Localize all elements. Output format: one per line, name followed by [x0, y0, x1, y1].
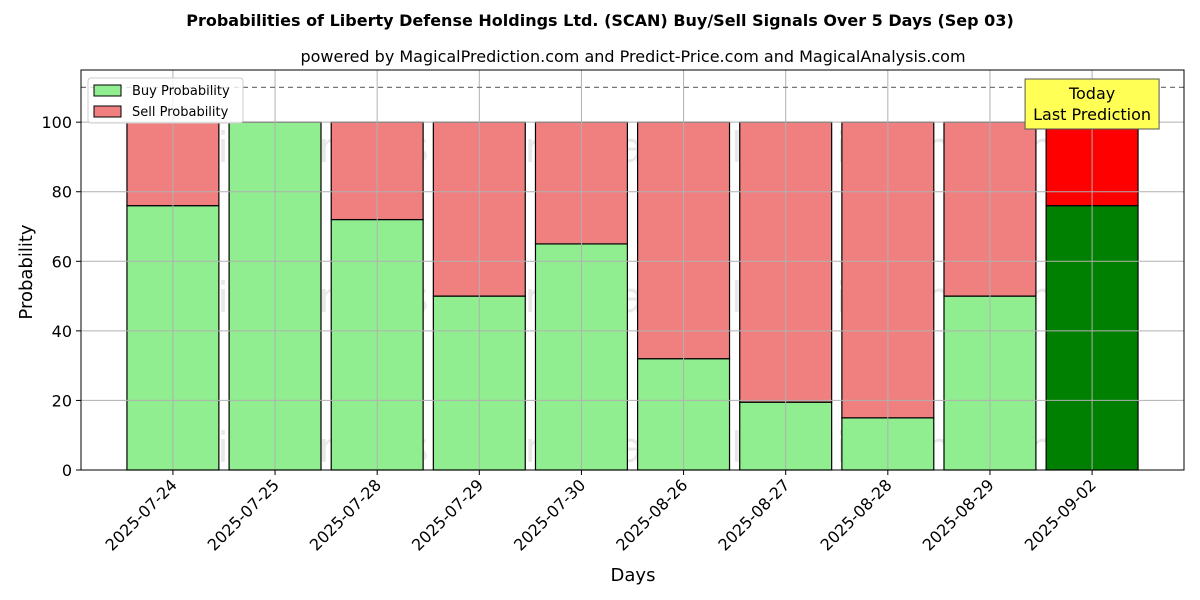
- annotation: Today Last Prediction: [1024, 78, 1160, 130]
- x-tick-label: 2025-07-29: [408, 475, 487, 554]
- x-tick-label: 2025-08-28: [816, 475, 895, 554]
- legend-swatch: [93, 84, 122, 97]
- legend: Buy Probability Sell Probability: [87, 77, 244, 124]
- y-tick-label: 60: [52, 252, 72, 271]
- y-tick-label: 20: [52, 391, 72, 410]
- annotation-box: [1024, 78, 1160, 130]
- x-tick-label: 2025-09-02: [1021, 475, 1100, 554]
- x-axis-label: Days: [611, 565, 656, 586]
- x-tick-label: 2025-08-29: [919, 475, 998, 554]
- y-tick-label: 0: [62, 461, 72, 480]
- chart-title: Probabilities of Liberty Defense Holding…: [186, 11, 1014, 30]
- legend-box: [87, 77, 244, 124]
- x-tick-label: 2025-08-26: [612, 475, 691, 554]
- y-tick-label: 80: [52, 183, 72, 202]
- annotation-text: Today: [1068, 84, 1115, 103]
- annotation-text: Last Prediction: [1033, 105, 1151, 124]
- axes-frame: [80, 69, 1185, 471]
- legend-label: Buy Probability: [132, 84, 230, 99]
- x-tick-label: 2025-08-27: [714, 475, 793, 554]
- legend-swatch: [93, 105, 122, 118]
- chart-subtitle: powered by MagicalPrediction.com and Pre…: [300, 47, 965, 66]
- y-tick-label: 40: [52, 322, 72, 341]
- x-tick-label: 2025-07-30: [510, 475, 589, 554]
- y-tick-label: 100: [41, 113, 72, 132]
- y-axis-label: Probability: [16, 224, 37, 319]
- legend-label: Sell Probability: [132, 105, 229, 120]
- x-tick-label: 2025-07-28: [306, 475, 385, 554]
- x-tick-label: 2025-07-24: [102, 475, 181, 554]
- x-tick-label: 2025-07-25: [204, 475, 283, 554]
